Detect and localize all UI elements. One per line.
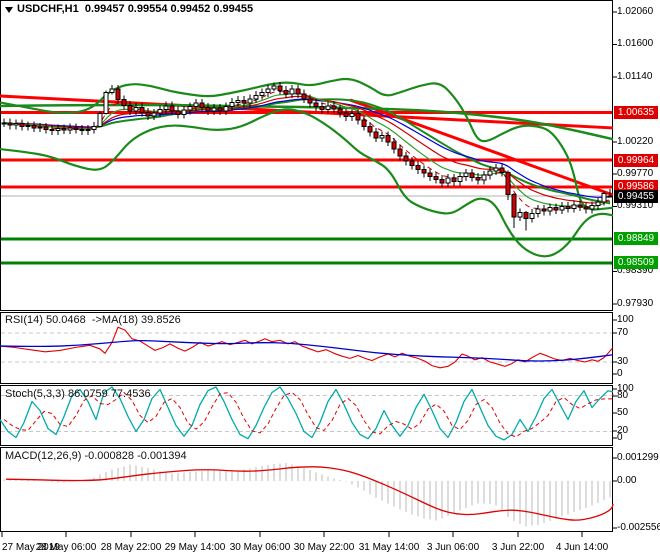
price-axis-label: 1.00220 bbox=[617, 135, 654, 147]
time-axis-label: 31 May 14:00 bbox=[358, 542, 420, 553]
stoch-axis-label: 20 bbox=[617, 425, 629, 436]
price-axis-label: 0.98390 bbox=[617, 265, 654, 277]
price-level-badge-red: 0.99964 bbox=[614, 153, 658, 167]
time-axis-label: 27 May 2019 bbox=[2, 542, 60, 553]
rsi-axis-label: 100 bbox=[617, 314, 634, 325]
symbol-dropdown-triangle-icon bbox=[5, 7, 13, 13]
price-axis-label: 0.99310 bbox=[617, 200, 654, 212]
stoch-indicator-label: Stoch(5,3,3) 86.0759 77.4536 bbox=[5, 388, 151, 400]
price-level-badge-red: 1.00635 bbox=[614, 106, 658, 120]
ohlc-close: 0.99455 bbox=[213, 3, 254, 15]
time-axis-label: 29 May 14:00 bbox=[164, 542, 226, 553]
stoch-axis-label: 80 bbox=[617, 390, 629, 401]
stoch-axis-label: 50 bbox=[617, 407, 629, 418]
rsi-indicator-label: RSI(14) 50.0468 ->MA(18) 39.8526 bbox=[5, 314, 181, 326]
time-axis-label: 3 Jun 22:00 bbox=[491, 542, 545, 553]
ohlc-high: 0.99554 bbox=[127, 3, 168, 15]
stoch-axis-label: 100 bbox=[617, 383, 634, 394]
price-axis-label: 0.99770 bbox=[617, 167, 654, 179]
time-axis-label: 30 May 22:00 bbox=[293, 542, 355, 553]
price-level-badge-green: 0.98509 bbox=[614, 256, 658, 270]
price-level-badge-green: 0.98849 bbox=[614, 232, 658, 246]
symbol-label: USDCHF,H1 bbox=[17, 3, 79, 15]
macd-axis-label: 0.001299 bbox=[617, 452, 659, 463]
rsi-axis-label: 30 bbox=[617, 356, 629, 367]
macd-axis-label: -0.002556 bbox=[617, 522, 660, 533]
macd-axis-label: 0.00 bbox=[617, 475, 637, 486]
time-axis-label: 30 May 06:00 bbox=[229, 542, 291, 553]
price-axis-label: 1.02060 bbox=[617, 6, 654, 17]
price-axis-label: 0.97930 bbox=[617, 297, 654, 309]
stoch-axis-label: 0 bbox=[617, 432, 623, 443]
macd-indicator-label: MACD(12,26,9) -0.000828 -0.001394 bbox=[5, 450, 187, 462]
rsi-axis-label: 0 bbox=[617, 368, 623, 379]
ohlc-low: 0.99452 bbox=[170, 3, 211, 15]
chart-title: USDCHF,H1 0.99457 0.99554 0.99452 0.9945… bbox=[17, 3, 253, 15]
time-axis-label: 28 May 22:00 bbox=[100, 542, 162, 553]
rsi-axis-label: 70 bbox=[617, 327, 629, 338]
price-level-badge-black: 0.99455 bbox=[614, 189, 658, 203]
time-axis-label: 28 May 06:00 bbox=[35, 542, 97, 553]
ohlc-open: 0.99457 bbox=[84, 3, 125, 15]
time-axis-label: 4 Jun 14:00 bbox=[555, 542, 609, 553]
price-axis-label: 1.01600 bbox=[617, 38, 654, 50]
price-axis-label: 1.01140 bbox=[617, 70, 653, 82]
time-axis-label: 3 Jun 06:00 bbox=[426, 542, 480, 553]
